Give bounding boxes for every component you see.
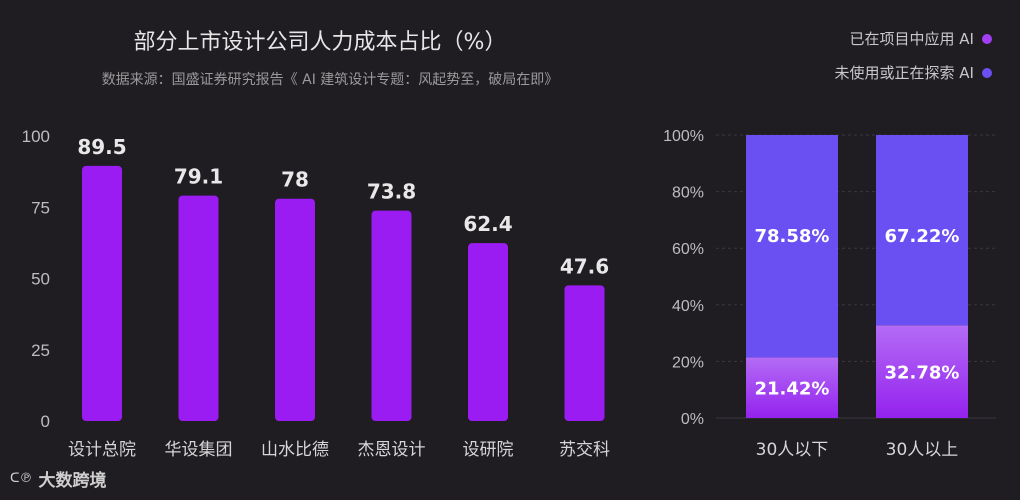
x-tick-label: 山水比德 [261, 440, 329, 460]
x-tick-label: 设研院 [463, 440, 514, 460]
data-label: 89.5 [77, 135, 126, 159]
data-label: 67.22% [885, 226, 960, 247]
data-label: 73.8 [367, 180, 416, 204]
brand-name: 大数跨境 [38, 471, 107, 491]
legend-applied: 已在项目中应用 AI [850, 28, 992, 49]
data-label: 32.78% [885, 363, 960, 384]
bar [275, 198, 315, 421]
brand-logo: ᑕ℗ 大数跨境 [10, 466, 107, 491]
y-tick-label: 75 [31, 198, 50, 217]
legend-exploring: 未使用或正在探索 AI [835, 62, 992, 83]
bar [564, 285, 605, 421]
data-label: 78.58% [755, 226, 830, 247]
y-tick-label: 40% [672, 298, 704, 315]
bar-exploring [746, 135, 838, 358]
x-tick-label: 苏交科 [559, 440, 610, 460]
chart-source: 数据来源：国盛证券研究报告《 AI 建筑设计专题：风起势至，破局在即》 [101, 72, 559, 88]
y-tick-label: 20% [672, 354, 704, 371]
legend-exploring-swatch [982, 67, 992, 78]
bar-exploring [876, 135, 968, 326]
bar-applied [746, 357, 838, 418]
x-tick-label: 华设集团 [165, 440, 233, 460]
y-tick-label: 100% [663, 128, 704, 145]
data-label: 47.6 [560, 254, 609, 278]
legend-applied-swatch [982, 33, 992, 44]
bar-applied [876, 325, 968, 418]
data-label: 21.42% [755, 379, 830, 400]
brand-mark-icon: ᑕ℗ [10, 471, 33, 486]
bar [468, 243, 508, 421]
y-tick-label: 25 [31, 341, 50, 360]
data-label: 78 [281, 168, 309, 192]
y-tick-label: 50 [31, 270, 50, 289]
y-tick-label: 0% [681, 411, 704, 428]
x-tick-label: 杰恩设计 [358, 440, 426, 460]
data-label: 62.4 [463, 212, 512, 236]
y-tick-label: 80% [672, 185, 704, 202]
bar [82, 165, 122, 421]
x-tick-label: 设计总院 [68, 440, 136, 460]
x-tick-label: 30人以下 [756, 440, 829, 460]
y-tick-label: 0 [41, 412, 50, 431]
x-tick-label: 30人以上 [886, 440, 959, 460]
data-label: 79.1 [174, 165, 223, 189]
legend-applied-label: 已在项目中应用 AI [849, 30, 974, 48]
y-tick-label: 60% [672, 241, 704, 258]
bar [371, 210, 412, 421]
y-tick-label: 100 [22, 127, 50, 146]
legend-exploring-label: 未使用或正在探索 AI [834, 64, 974, 82]
chart-title: 部分上市设计公司人力成本占比（%） [133, 30, 507, 55]
bar [178, 195, 219, 421]
